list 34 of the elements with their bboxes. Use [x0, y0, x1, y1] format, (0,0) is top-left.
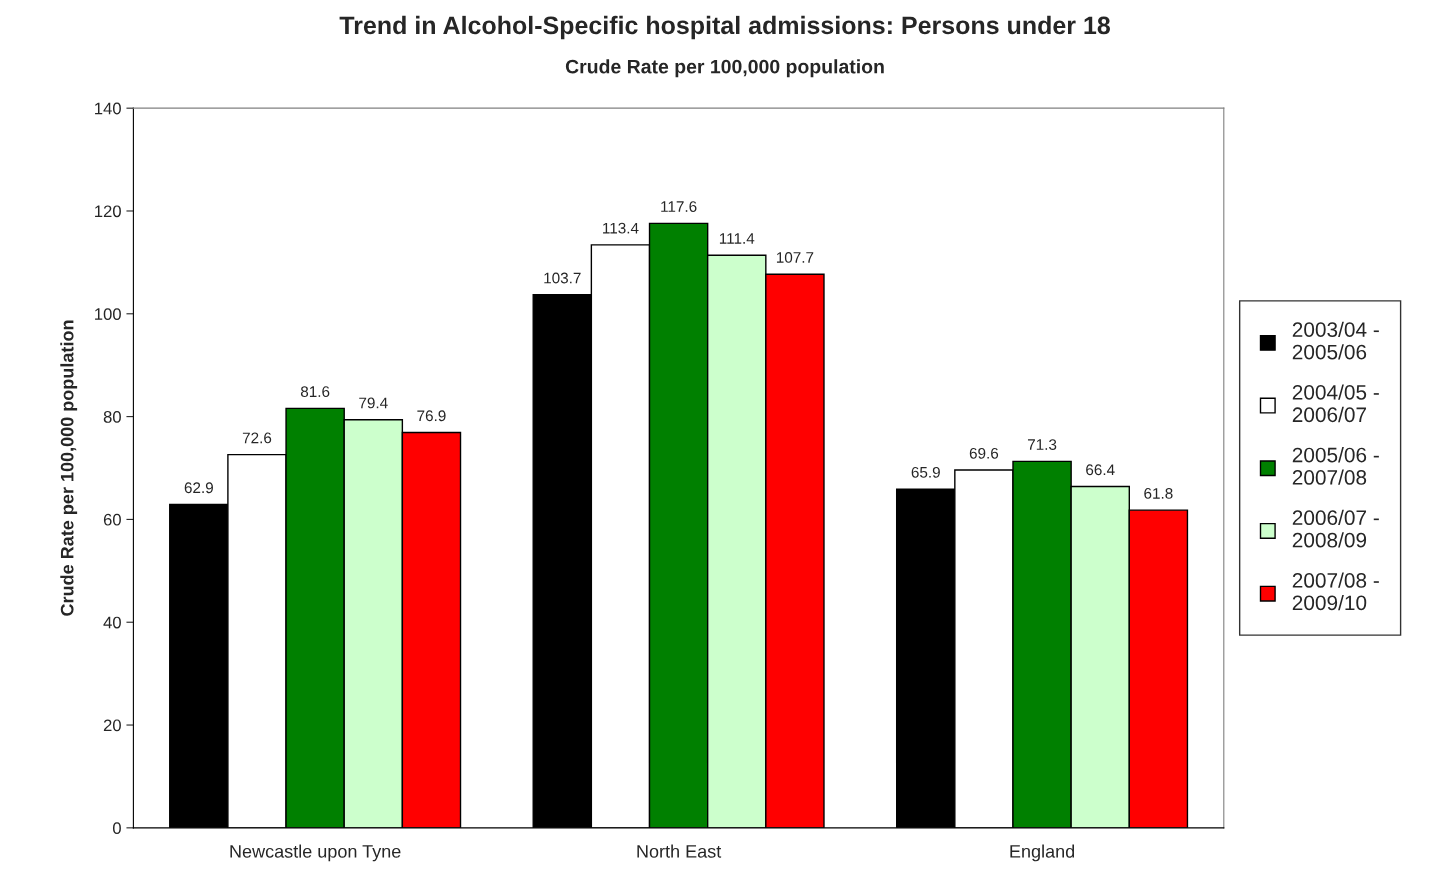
- x-tick-label: Newcastle upon Tyne: [230, 844, 401, 862]
- y-tick-label: 20: [103, 719, 121, 732]
- legend-label: 2006/07 - 2008/09: [1292, 509, 1379, 548]
- data-label: 111.4: [719, 233, 755, 244]
- data-label: 107.7: [776, 252, 814, 263]
- y-tick-label: 100: [95, 308, 121, 320]
- y-tick-label: 60: [103, 513, 121, 526]
- legend-label: 2005/06 - 2007/08: [1292, 447, 1379, 485]
- data-label: 71.3: [1027, 439, 1057, 450]
- data-label: 66.4: [1086, 464, 1115, 476]
- x-tick-label: North East: [637, 844, 722, 858]
- data-label: 61.8: [1144, 487, 1173, 499]
- y-tick-label: 80: [103, 411, 121, 423]
- data-label: 62.9: [184, 482, 213, 494]
- x-tick-label: England: [1010, 844, 1075, 862]
- data-label: 81.6: [300, 386, 330, 398]
- y-tick-label: 40: [103, 616, 121, 629]
- data-label: 72.6: [242, 432, 272, 444]
- data-label: 69.6: [969, 447, 999, 459]
- data-label: 79.4: [359, 397, 388, 409]
- y-tick-label: 140: [95, 102, 121, 115]
- data-label: 65.9: [911, 466, 940, 478]
- legend-label: 2003/04 - 2005/06: [1292, 321, 1379, 360]
- legend-label: 2004/05 - 2006/07: [1292, 384, 1379, 423]
- chart-subtitle: Crude Rate per 100,000 population: [565, 59, 884, 78]
- chart-title: Trend in Alcohol-Specific hospital admissions: Persons under 18: [339, 15, 1110, 40]
- y-tick-label: 0: [112, 822, 121, 835]
- y-axis-title: Crude Rate per 100,000 population: [60, 320, 78, 616]
- data-label: 113.4: [603, 222, 639, 234]
- data-label: 103.7: [544, 272, 581, 284]
- data-label: 117.6: [661, 201, 697, 212]
- data-label: 76.9: [417, 410, 446, 422]
- y-tick-label: 120: [95, 205, 121, 218]
- legend-label: 2007/08 - 2009/10: [1292, 572, 1379, 611]
